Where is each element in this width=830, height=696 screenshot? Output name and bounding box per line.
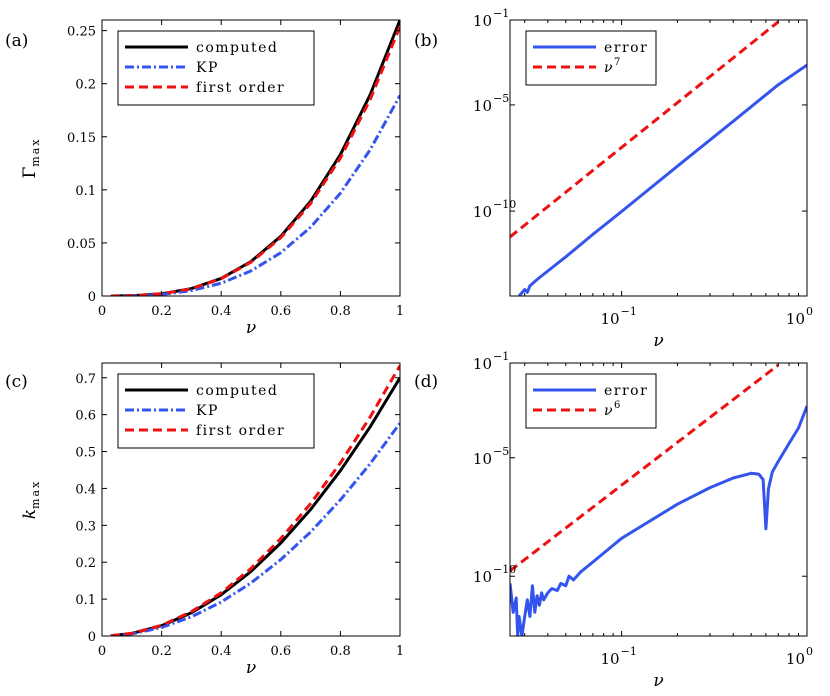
legend: computed KP first order xyxy=(117,30,315,106)
panel-c: 0 0.2 0.4 0.6 0.8 1 0 0.1 0.2 0.3 0.4 0.5 0.6 0.7 (c) ν… xyxy=(5,362,404,678)
series-error xyxy=(517,63,807,296)
y-tick-label: 0.1 xyxy=(75,184,96,199)
x-axis-label: ν xyxy=(653,331,663,351)
y-tick-label: 0.6 xyxy=(75,409,96,424)
x-tick-label: 0.4 xyxy=(211,644,232,659)
y-tick-label: 0.25 xyxy=(67,25,96,40)
y-tick-exponent: −1 xyxy=(493,7,509,20)
axes-box xyxy=(509,362,808,637)
y-tick-label: 10 xyxy=(473,568,492,586)
legend-box xyxy=(525,373,657,429)
y-tick-label: 0 xyxy=(88,630,96,645)
plot-area xyxy=(110,20,400,296)
x-tick-label: 0.6 xyxy=(270,644,291,659)
series-first-order xyxy=(110,364,400,636)
x-tick-label: 0.6 xyxy=(270,304,291,319)
x-tick-label: 1 xyxy=(396,644,404,659)
series-error xyxy=(510,405,807,636)
y-tick-label: 0.3 xyxy=(75,519,96,534)
panel-label: (d) xyxy=(414,372,438,392)
legend-label: KP xyxy=(196,403,219,419)
series--6 xyxy=(510,363,780,572)
panel-a: 0 0.2 0.4 0.6 0.8 1 0 0.05 0.1 0.15 0.2 0.25 (a) ν Γma… xyxy=(5,19,404,338)
panel-label: (b) xyxy=(414,31,438,51)
legend-label: ν7 xyxy=(604,57,622,76)
legend-label: error xyxy=(604,383,648,399)
y-tick-exponent: −5 xyxy=(493,92,509,105)
y-axis-label: Γmax xyxy=(20,138,42,179)
x-tick-label: 10 xyxy=(786,650,805,668)
y-tick-label: 10 xyxy=(473,203,492,221)
panel-label: (a) xyxy=(5,31,28,51)
legend-box xyxy=(525,30,657,86)
legend: computed KP first order xyxy=(117,373,315,449)
y-tick-exponent: −10 xyxy=(493,563,516,576)
x-tick-label: 0 xyxy=(98,644,106,659)
legend-label: first order xyxy=(196,80,285,96)
y-axis-label: kmax xyxy=(20,480,42,520)
y-tick-label: 0.1 xyxy=(75,593,96,608)
series--7 xyxy=(510,20,780,239)
y-tick-label: 10 xyxy=(473,355,492,373)
y-tick-label: 0.2 xyxy=(75,556,96,571)
y-tick-label: 0.2 xyxy=(75,78,96,93)
x-tick-label: 0.2 xyxy=(151,644,172,659)
x-tick-label: 0.4 xyxy=(211,304,232,319)
x-axis-label: ν xyxy=(653,671,663,691)
y-tick-label: 10 xyxy=(473,450,492,468)
plot-area xyxy=(110,364,400,636)
y-tick-label: 0 xyxy=(88,290,96,305)
legend-label: computed xyxy=(196,383,278,399)
x-tick-exponent: 0 xyxy=(806,305,813,318)
x-tick-label: 0.8 xyxy=(330,304,351,319)
x-tick-label: 0.8 xyxy=(330,644,351,659)
x-tick-label: 0.2 xyxy=(151,304,172,319)
y-tick-exponent: −10 xyxy=(493,198,516,211)
y-tick-label: 0.4 xyxy=(75,482,96,497)
x-tick-exponent: −1 xyxy=(621,305,637,318)
series-first-order xyxy=(110,25,400,296)
y-tick-label: 10 xyxy=(473,97,492,115)
axes-box xyxy=(101,19,401,297)
legend-label: computed xyxy=(196,40,278,56)
y-tick-exponent: −1 xyxy=(493,350,509,363)
y-tick-label: 0.15 xyxy=(67,131,96,146)
series-kp xyxy=(110,94,400,296)
legend-label: first order xyxy=(196,423,285,439)
series-kp xyxy=(110,422,400,636)
x-axis-label: ν xyxy=(246,658,256,678)
plot-area xyxy=(510,20,807,296)
legend-label: KP xyxy=(196,60,219,76)
y-tick-label: 0.7 xyxy=(75,372,96,387)
x-tick-label: 10 xyxy=(601,310,620,328)
y-tick-label: 10 xyxy=(473,12,492,30)
x-tick-label: 10 xyxy=(601,650,620,668)
x-tick-label: 10 xyxy=(786,310,805,328)
x-tick-exponent: −1 xyxy=(621,645,637,658)
axes-box xyxy=(509,19,808,297)
x-tick-label: 0 xyxy=(98,304,106,319)
legend-label: error xyxy=(604,40,648,56)
legend-label: ν6 xyxy=(604,400,622,419)
y-tick-label: 0.05 xyxy=(67,237,96,252)
y-tick-label: 0.5 xyxy=(75,446,96,461)
plot-area xyxy=(510,363,807,636)
panel-label: (c) xyxy=(5,372,28,392)
y-tick-exponent: −5 xyxy=(493,445,509,458)
x-tick-exponent: 0 xyxy=(806,645,813,658)
axes-box xyxy=(101,362,401,637)
x-tick-label: 1 xyxy=(396,304,404,319)
x-axis-label: ν xyxy=(246,318,256,338)
